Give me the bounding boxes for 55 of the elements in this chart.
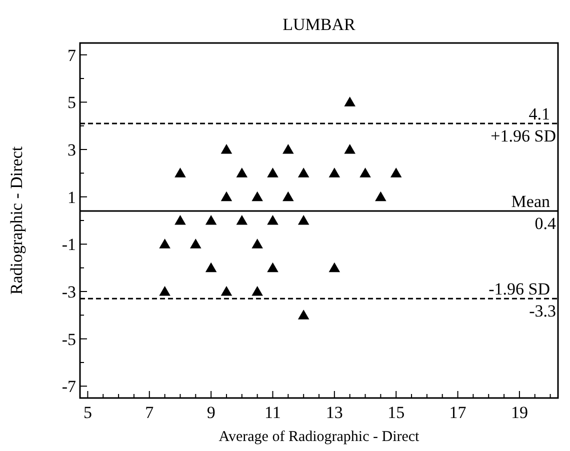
annotation: 4.1: [528, 104, 550, 124]
x-tick-label: 9: [206, 403, 216, 422]
point: [328, 168, 340, 178]
point: [220, 286, 232, 296]
y-axis-title: Radiographic - Direct: [7, 146, 26, 295]
point: [205, 262, 217, 272]
x-tick-label: 19: [510, 403, 528, 422]
point: [344, 96, 356, 106]
point: [236, 214, 248, 225]
point: [298, 214, 310, 225]
point: [390, 168, 402, 178]
y-tick-label: 7: [68, 46, 76, 65]
point: [252, 286, 263, 296]
point: [190, 238, 202, 248]
point: [282, 191, 294, 202]
point: [298, 310, 310, 320]
x-tick-label: 7: [145, 403, 154, 422]
point: [236, 168, 248, 178]
point: [344, 144, 356, 154]
annotation: Mean: [511, 192, 550, 212]
point: [328, 262, 340, 272]
point: [174, 214, 186, 225]
point: [159, 238, 170, 248]
point: [267, 262, 278, 272]
x-tick-label: 17: [449, 403, 467, 422]
point: [282, 144, 294, 154]
point: [220, 144, 232, 154]
x-tick-label: 5: [83, 403, 92, 422]
point: [298, 168, 310, 178]
chart-title: LUMBAR: [282, 15, 356, 34]
y-tick-label: -1: [62, 235, 76, 254]
y-tick-label: -5: [62, 330, 76, 349]
point: [159, 286, 170, 296]
annotation: -1.96 SD: [488, 280, 550, 299]
ref-line-label: 0.4: [534, 214, 556, 234]
point: [360, 168, 371, 178]
y-tick-label: 5: [68, 93, 76, 112]
point: [252, 191, 263, 202]
y-tick-label: 1: [68, 188, 76, 207]
y-tick-label: 3: [68, 140, 76, 160]
point: [174, 168, 186, 178]
y-tick-label: -7: [62, 377, 76, 396]
point: [267, 168, 278, 178]
point: [375, 191, 386, 202]
x-axis-title: Average of Radiographic - Direct: [218, 429, 420, 445]
y-tick-label: -3: [62, 282, 76, 302]
point: [220, 191, 232, 202]
x-tick-label: 13: [326, 403, 343, 422]
x-tick-label: 11: [264, 403, 281, 422]
x-tick-label: 15: [388, 403, 405, 422]
point: [267, 214, 278, 225]
ref-line-label: +1.96 SD: [490, 126, 556, 146]
ref-line-label: -3.3: [529, 302, 556, 321]
point: [252, 238, 263, 248]
point: [205, 214, 217, 225]
